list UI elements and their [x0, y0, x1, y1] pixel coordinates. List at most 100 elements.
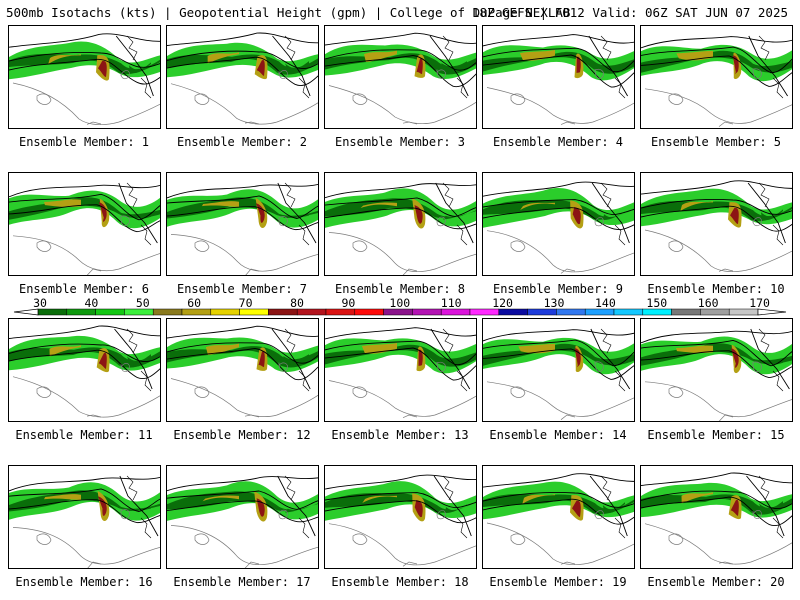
terrain-detail [284, 35, 310, 99]
ensemble-map-panel [640, 25, 793, 129]
height-contours [167, 182, 318, 244]
terrain-detail [126, 475, 152, 539]
ensemble-map-panel [482, 465, 635, 569]
jet-stream-shading [483, 481, 634, 521]
color-bar-right-arrow [757, 308, 787, 316]
terrain-detail [600, 475, 626, 539]
jet-stream-shading [167, 337, 318, 373]
geography-lines [486, 361, 634, 420]
terrain-detail [600, 328, 626, 392]
jet-stream-shading [641, 482, 792, 520]
ensemble-member-label: Ensemble Member: 8 [334, 282, 466, 296]
geography-lines [12, 363, 160, 418]
ensemble-map-panel [482, 25, 635, 129]
ensemble-member-label: Ensemble Member: 7 [176, 282, 308, 296]
geography-lines [12, 509, 160, 568]
ensemble-member-label: Ensemble Member: 5 [650, 135, 782, 149]
color-bar-tick-label: 130 [543, 296, 565, 310]
terrain-detail [284, 328, 310, 392]
height-contours [641, 472, 792, 537]
height-contours [483, 34, 634, 97]
terrain-detail [442, 475, 468, 539]
height-contours [167, 32, 318, 97]
color-bar-tick-label: 60 [187, 296, 202, 310]
height-contours [483, 473, 634, 537]
ensemble-map-panel [166, 318, 319, 422]
jet-stream-shading [9, 335, 160, 373]
geography-lines [644, 68, 792, 127]
jet-stream-shading [9, 41, 160, 81]
terrain-detail [758, 475, 784, 539]
color-bar-segment [412, 308, 442, 316]
geography-lines [644, 217, 792, 273]
ensemble-map-panel [640, 465, 793, 569]
geography-lines [170, 70, 318, 125]
terrain-detail [600, 182, 626, 246]
terrain-detail [758, 328, 784, 392]
ensemble-map-panel [482, 172, 635, 276]
terrain-detail [126, 182, 152, 246]
jet-stream-shading [641, 44, 792, 82]
ensemble-member-label: Ensemble Member: 2 [176, 135, 308, 149]
height-contours [9, 475, 160, 537]
color-bar-tick-label: 100 [389, 296, 411, 310]
color-bar-tick-label: 110 [440, 296, 462, 310]
ensemble-member-label: Ensemble Member: 6 [18, 282, 150, 296]
terrain-detail [758, 35, 784, 99]
color-bar-tick-label: 150 [646, 296, 668, 310]
color-bar-left-arrow [13, 308, 39, 316]
ensemble-map-panel [482, 318, 635, 422]
geography-lines [12, 70, 160, 126]
terrain-detail [442, 328, 468, 392]
geography-lines [170, 509, 318, 568]
color-bar [13, 308, 787, 316]
color-bar-tick-label: 160 [697, 296, 719, 310]
ensemble-map-panel [324, 318, 477, 422]
color-bar-segment [210, 308, 240, 316]
ensemble-map-panel [640, 318, 793, 422]
color-bar-segment [671, 308, 701, 316]
color-bar-segment [613, 308, 644, 316]
color-bar-tick-label: 80 [290, 296, 304, 310]
geography-lines [170, 362, 318, 418]
height-contours [9, 33, 160, 97]
height-contours [483, 181, 634, 244]
color-bar-segment [95, 308, 125, 316]
ensemble-member-label: Ensemble Member: 17 [173, 575, 311, 589]
ensemble-map-panel [324, 465, 477, 569]
jet-stream-shading [9, 482, 160, 522]
color-bar-tick-label: 40 [84, 296, 99, 310]
height-contours [483, 328, 634, 390]
color-bar-segment [354, 308, 384, 316]
ensemble-member-label: Ensemble Member: 3 [334, 135, 466, 149]
height-contours [167, 325, 318, 390]
geography-lines [486, 68, 634, 125]
height-contours [325, 182, 476, 244]
geography-lines [644, 361, 792, 421]
geography-lines [328, 510, 476, 567]
height-contours [325, 327, 476, 390]
geography-lines [328, 216, 476, 275]
ensemble-map-panel [166, 465, 319, 569]
ensemble-member-label: Ensemble Member: 20 [647, 575, 785, 589]
jet-stream-shading [325, 481, 476, 522]
jet-stream-shading [641, 188, 792, 228]
ensemble-member-label: Ensemble Member: 11 [15, 428, 153, 442]
ensemble-map-panel [324, 172, 477, 276]
terrain-detail [600, 35, 626, 99]
jet-stream-shading [483, 188, 634, 229]
jet-stream-shading [641, 336, 792, 375]
height-contours [641, 328, 792, 390]
header: 500mb Isotachs (kts) | Geopotential Heig… [6, 5, 796, 21]
ensemble-member-label: Ensemble Member: 15 [647, 428, 785, 442]
ensemble-map-panel [166, 25, 319, 129]
ensemble-member-label: Ensemble Member: 14 [489, 428, 627, 442]
ensemble-member-label: Ensemble Member: 9 [492, 282, 624, 296]
height-contours [641, 180, 792, 244]
ensemble-map-panel [8, 172, 161, 276]
height-contours [641, 35, 792, 97]
terrain-detail [758, 182, 784, 246]
color-bar-segment [152, 308, 183, 316]
ensemble-member-label: Ensemble Member: 16 [15, 575, 153, 589]
geography-lines [328, 361, 476, 419]
